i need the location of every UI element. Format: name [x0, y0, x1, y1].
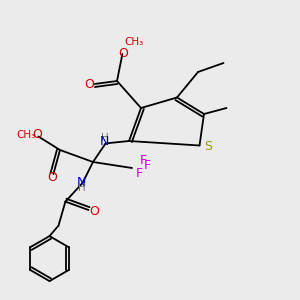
Text: O: O — [89, 205, 99, 218]
Text: F: F — [136, 167, 143, 180]
Text: F: F — [140, 154, 147, 167]
Text: H: H — [78, 183, 86, 193]
Text: S: S — [204, 140, 212, 154]
Text: O: O — [118, 46, 128, 60]
Text: N: N — [100, 135, 110, 148]
Text: CH₃: CH₃ — [17, 130, 36, 140]
Text: F: F — [144, 159, 151, 172]
Text: O: O — [47, 171, 57, 184]
Text: O: O — [84, 77, 94, 91]
Text: H: H — [101, 133, 109, 143]
Text: N: N — [77, 176, 86, 190]
Text: O: O — [32, 128, 42, 142]
Text: CH₃: CH₃ — [125, 37, 144, 47]
